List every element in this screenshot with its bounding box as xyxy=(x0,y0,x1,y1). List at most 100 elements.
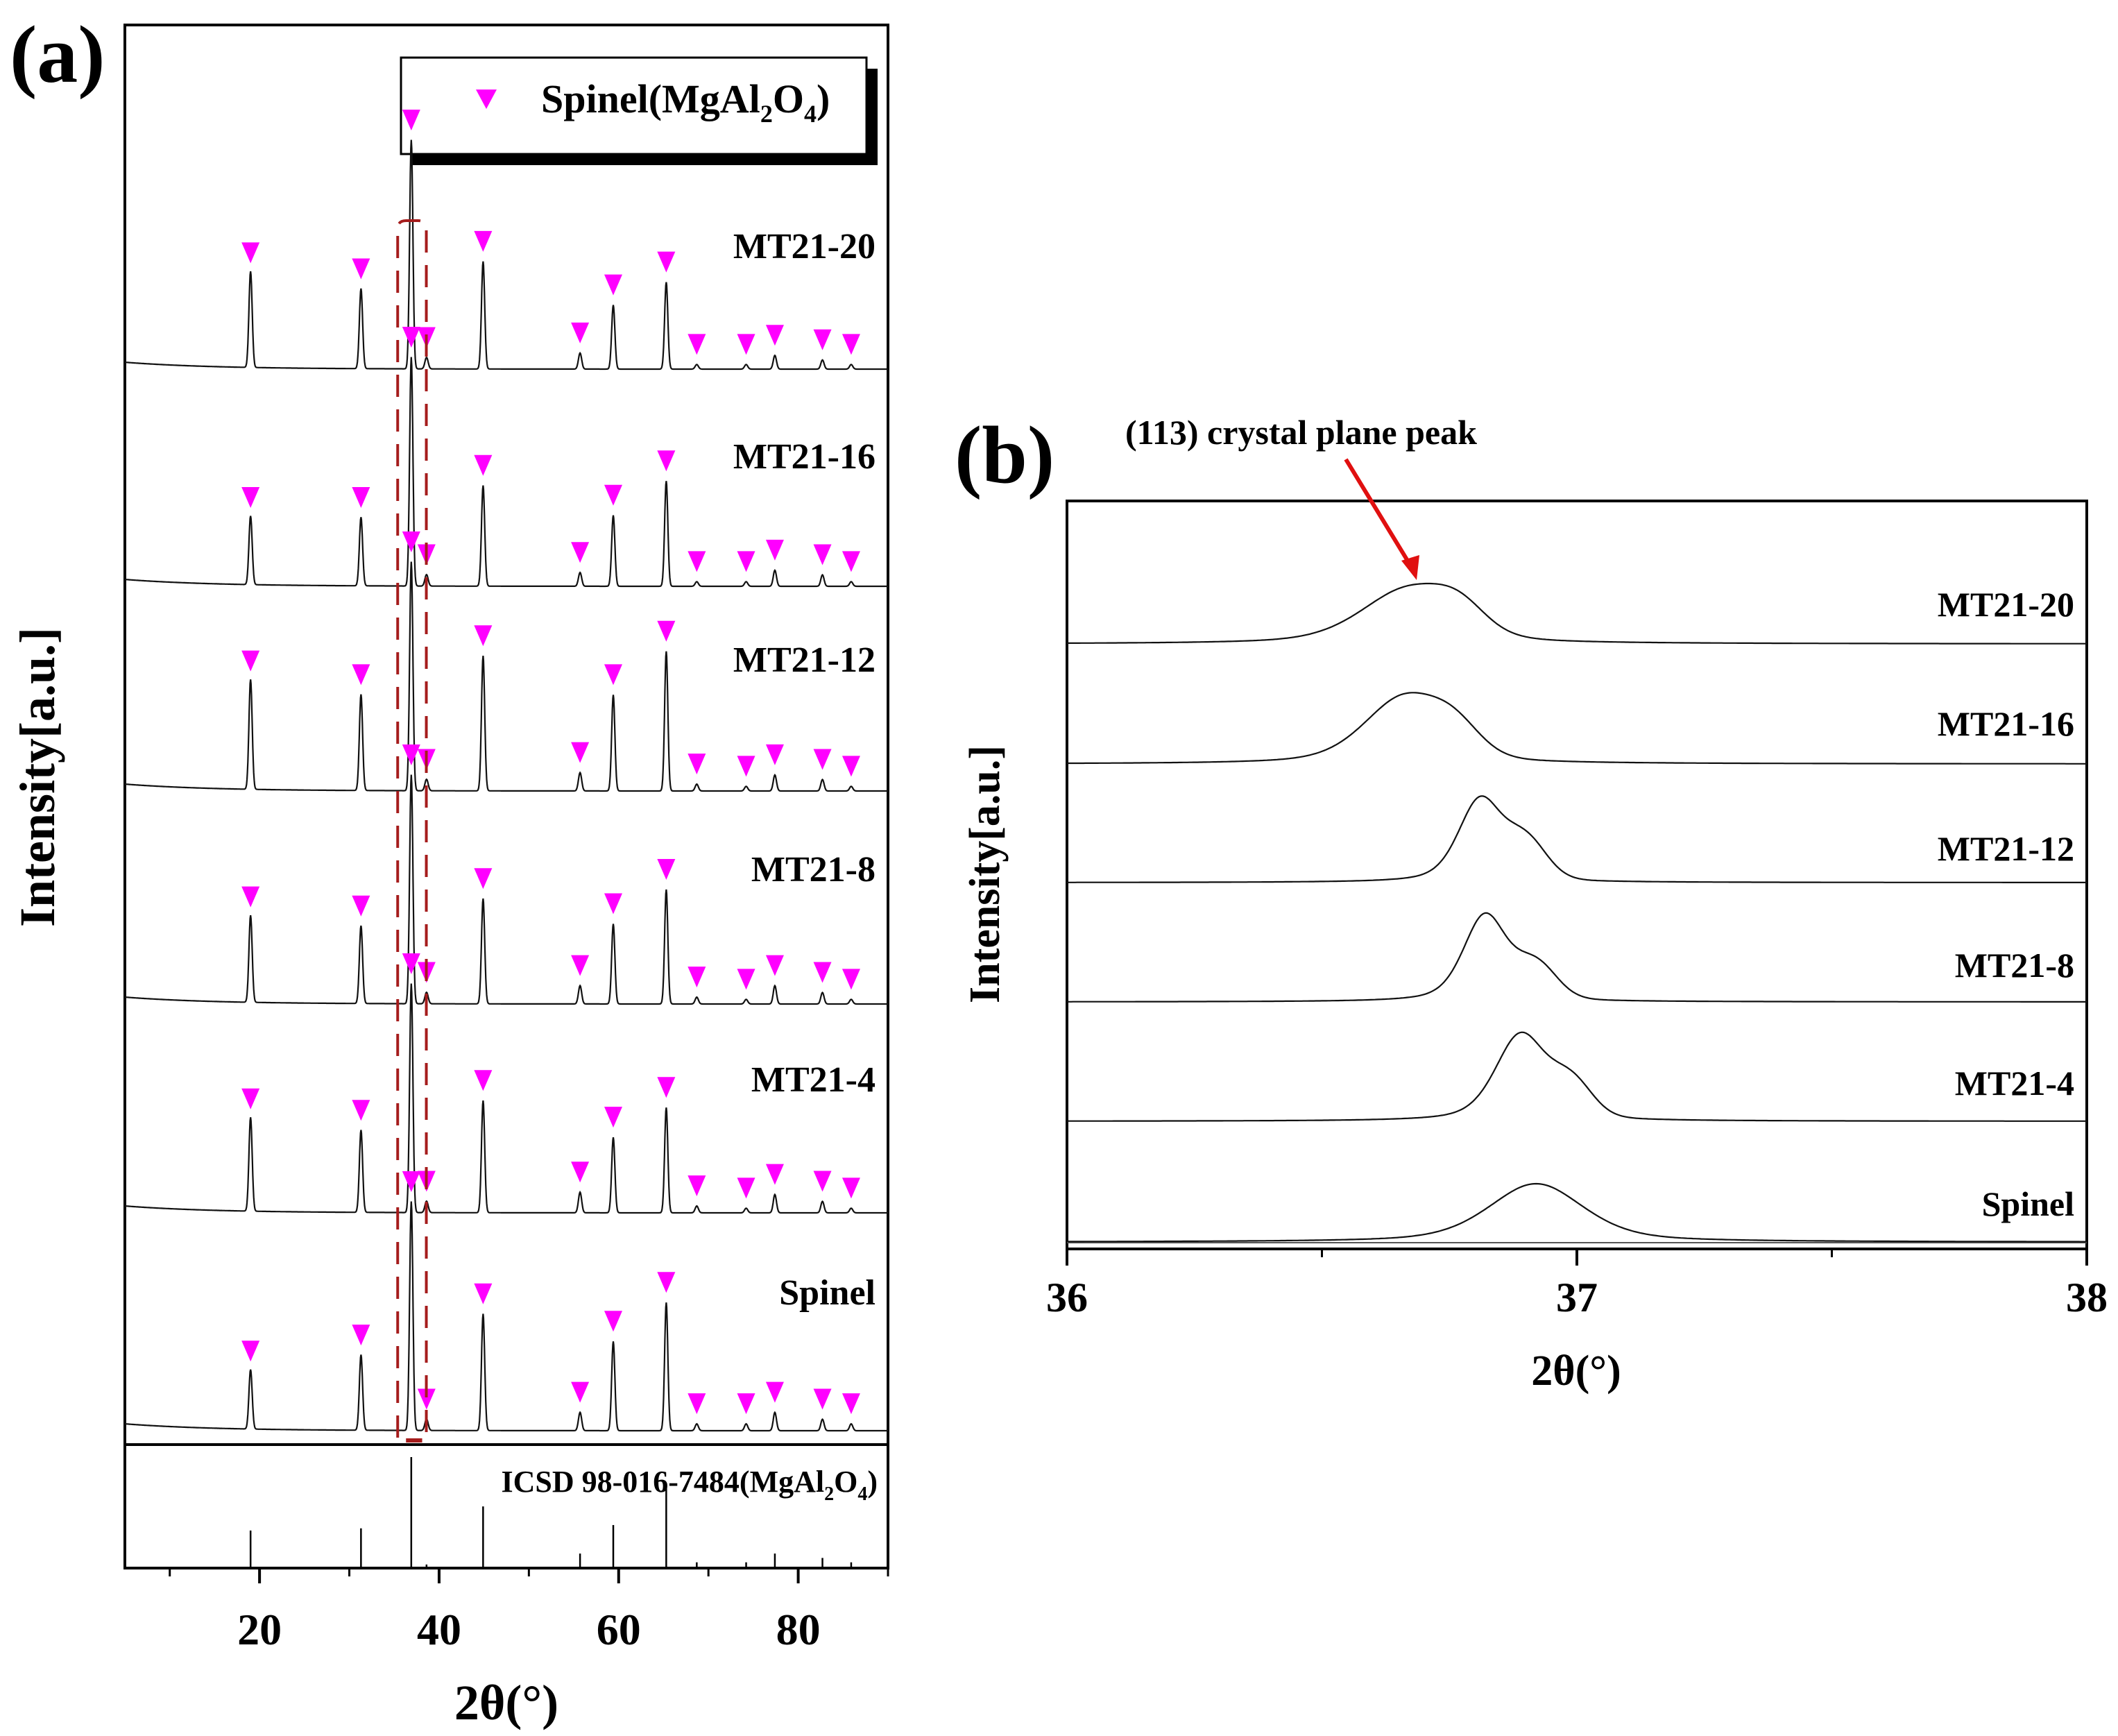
series-label: MT21-12 xyxy=(733,640,876,680)
panel-a-reference-sticks xyxy=(249,1457,853,1567)
peak-marker-inverted-triangle-icon xyxy=(571,542,590,563)
peak-marker-inverted-triangle-icon xyxy=(604,664,622,686)
peak-marker-inverted-triangle-icon xyxy=(765,744,784,765)
peak-marker-inverted-triangle-icon xyxy=(241,1341,260,1362)
panel-a-frame xyxy=(123,24,889,1569)
panel-a-x-tick-labels: 20 40 60 80 xyxy=(237,1605,820,1654)
trace-spinel xyxy=(125,1201,888,1432)
peak-marker-inverted-triangle-icon xyxy=(417,1388,436,1410)
series-label: MT21-20 xyxy=(733,227,876,266)
panel-b-x-axis-label: 2θ(°) xyxy=(1531,1347,1621,1395)
series-label: MT21-4 xyxy=(1955,1064,2074,1103)
peak-marker-inverted-triangle-icon xyxy=(765,1381,784,1403)
peak-marker-inverted-triangle-icon xyxy=(474,1070,493,1091)
series-label: MT21-20 xyxy=(1938,585,2074,624)
peak-marker-inverted-triangle-icon xyxy=(241,886,260,908)
x-tick-label: 20 xyxy=(237,1605,282,1654)
peak-marker-inverted-triangle-icon xyxy=(842,334,860,355)
highlight-dashed-box xyxy=(396,219,428,1443)
panel-a-legend: Spinel(MgAl2O4) xyxy=(400,56,878,165)
peak-marker-inverted-triangle-icon xyxy=(352,895,370,917)
panel-a-y-axis-label: Intensity[a.u.] xyxy=(10,627,65,927)
peak-marker-inverted-triangle-icon xyxy=(737,1393,755,1415)
peak-marker-inverted-triangle-icon xyxy=(688,754,706,775)
trace-mt21-8 xyxy=(125,774,888,1005)
reference-label: ICSD 98-016-7484(MgAl2O4) xyxy=(501,1465,878,1505)
panel-b-x-ticks xyxy=(1066,1242,2088,1266)
peak-marker-inverted-triangle-icon xyxy=(737,1177,755,1199)
trace-mt21-20 xyxy=(1067,582,2087,645)
peak-marker-inverted-triangle-icon xyxy=(474,454,493,476)
panel-a-series-labels: MT21-20 MT21-16 MT21-12 MT21-8 MT21-4 Spinel xyxy=(733,227,876,1313)
peak-marker-inverted-triangle-icon xyxy=(657,251,676,273)
panel-a-x-ticks xyxy=(169,1568,889,1583)
peak-marker-inverted-triangle-icon xyxy=(474,868,493,890)
peak-marker-inverted-triangle-icon xyxy=(402,531,420,552)
x-tick-label: 80 xyxy=(776,1605,821,1654)
trace-mt21-8 xyxy=(1067,912,2087,1003)
trace-mt21-4 xyxy=(1067,1031,2087,1122)
peak-marker-inverted-triangle-icon xyxy=(352,664,370,686)
peak-marker-inverted-triangle-icon xyxy=(474,1283,493,1304)
peak-marker-inverted-triangle-icon xyxy=(688,1175,706,1197)
peak-marker-inverted-triangle-icon xyxy=(402,110,420,130)
series-label: Spinel xyxy=(779,1273,876,1313)
arrow-head xyxy=(1401,555,1419,580)
peak-marker-inverted-triangle-icon xyxy=(688,334,706,355)
panel-b-label: (b) xyxy=(955,409,1054,500)
trace-mt21-12 xyxy=(125,561,888,792)
peak-marker-inverted-triangle-icon xyxy=(604,274,622,296)
series-label: MT21-4 xyxy=(751,1060,876,1100)
peak-marker-inverted-triangle-icon xyxy=(765,955,784,976)
series-label: MT21-8 xyxy=(1955,946,2074,985)
series-label: MT21-16 xyxy=(733,437,876,477)
peak-marker-inverted-triangle-icon xyxy=(657,620,676,642)
peak-marker-inverted-triangle-icon xyxy=(604,893,622,914)
panel-b-series-labels: MT21-20 MT21-16 MT21-12 MT21-8 MT21-4 Spinel xyxy=(1938,585,2074,1223)
peak-marker-inverted-triangle-icon xyxy=(813,1388,832,1410)
arrow-shaft xyxy=(1344,458,1414,569)
peak-marker-inverted-triangle-icon xyxy=(657,450,676,472)
trace-spinel xyxy=(1067,1182,2087,1243)
peak-marker-inverted-triangle-icon xyxy=(474,625,493,647)
peak-marker-inverted-triangle-icon xyxy=(737,334,755,355)
trace-mt21-16 xyxy=(125,357,888,588)
peak-marker-inverted-triangle-icon xyxy=(688,1393,706,1415)
legend-marker-inverted-triangle-icon xyxy=(476,90,497,109)
peak-marker-inverted-triangle-icon xyxy=(657,859,676,880)
peak-marker-inverted-triangle-icon xyxy=(352,258,370,280)
panel-a-x-axis-label: 2θ(°) xyxy=(454,1675,558,1730)
peak-marker-inverted-triangle-icon xyxy=(765,1164,784,1185)
peak-marker-inverted-triangle-icon xyxy=(688,551,706,572)
peak-marker-inverted-triangle-icon xyxy=(765,325,784,346)
peak-marker-inverted-triangle-icon xyxy=(657,1272,676,1293)
panel-b-chart: 36 37 38 2θ(°) Intensity[a.u.] MT21-20MT21… xyxy=(962,413,2108,1395)
annotation-label: (113) crystal plane peak xyxy=(1125,413,1477,452)
panel-a-label: (a) xyxy=(10,9,105,100)
peak-marker-inverted-triangle-icon xyxy=(571,955,590,976)
series-label: MT21-16 xyxy=(1938,704,2074,743)
peak-marker-inverted-triangle-icon xyxy=(813,749,832,770)
peak-marker-inverted-triangle-icon xyxy=(842,551,860,572)
peak-marker-inverted-triangle-icon xyxy=(604,484,622,506)
panel-a-traces xyxy=(125,139,888,1432)
legend-label: Spinel(MgAl2O4) xyxy=(541,76,830,128)
peak-marker-inverted-triangle-icon xyxy=(688,967,706,988)
trace-mt21-4 xyxy=(125,983,888,1214)
trace-mt21-16 xyxy=(1067,692,2087,765)
peak-marker-inverted-triangle-icon xyxy=(352,1100,370,1121)
x-tick-label: 60 xyxy=(597,1605,641,1654)
peak-marker-inverted-triangle-icon xyxy=(571,1381,590,1403)
panel-b-x-tick-labels: 36 37 38 xyxy=(1046,1275,2108,1320)
peak-marker-inverted-triangle-icon xyxy=(241,242,260,264)
peak-marker-inverted-triangle-icon xyxy=(842,756,860,777)
peak-marker-inverted-triangle-icon xyxy=(813,962,832,983)
x-tick-label: 38 xyxy=(2066,1275,2108,1320)
peak-marker-inverted-triangle-icon xyxy=(737,969,755,990)
peak-marker-inverted-triangle-icon xyxy=(402,327,420,348)
peak-marker-inverted-triangle-icon xyxy=(842,1393,860,1415)
panel-a-chart: 20 40 60 80 2θ(°) Intensity[a.u.] Spinel(Mg… xyxy=(10,24,889,1730)
trace-mt21-12 xyxy=(1067,795,2087,883)
peak-marker-inverted-triangle-icon xyxy=(765,539,784,561)
